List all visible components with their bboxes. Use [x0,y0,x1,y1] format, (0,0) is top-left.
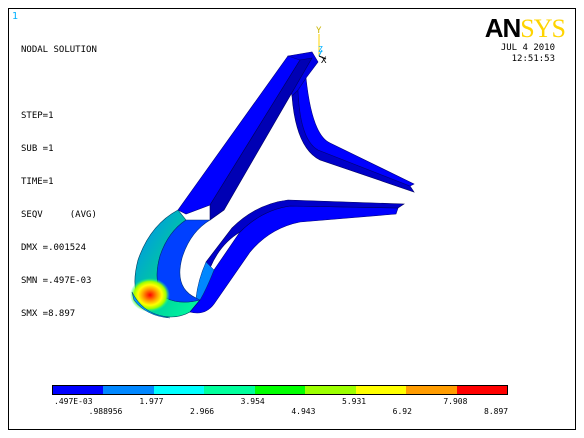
solution-info: NODAL SOLUTION STEP=1 SUB =1 TIME=1 SEQV… [21,23,97,342]
datetime: JUL 4 2010 12:51:53 [501,43,555,65]
info-line: DMX =.001524 [21,243,87,253]
legend-swatch [204,386,255,394]
legend-swatch [254,386,306,394]
legend-swatch [153,386,205,394]
legend-label-top: 5.931 [342,397,367,406]
time-label: 12:51:53 [511,54,555,64]
legend-label-bottom: 6.92 [392,407,412,416]
info-line: TIME=1 [21,177,54,187]
legend-label-top: 3.954 [240,397,265,406]
legend-swatch [355,386,407,394]
legend-label-top: 1.977 [139,397,164,406]
legend-swatch [456,386,507,394]
triad-z-label: Z [318,45,323,54]
logo-an: AN [484,13,522,43]
contour-legend-bar [52,385,508,395]
info-line: SEQV (AVG) [21,210,97,220]
coordinate-triad: Y Z X [316,26,327,66]
info-line: SMX =8.897 [21,309,76,319]
outer-arm [177,55,313,221]
logo-sys: SYS [520,14,566,43]
window-number: 1 [12,11,19,22]
triad-x-label: X [321,56,327,66]
legend-swatch [103,386,154,394]
ansys-logo: ANSYS [484,13,566,44]
legend-label-top: .497E-03 [54,397,93,406]
legend-swatch [406,386,457,394]
inner-arm [189,199,405,314]
legend-label-bottom: .988956 [88,407,123,416]
info-line: STEP=1 [21,111,54,121]
date-label: JUL 4 2010 [500,43,555,53]
legend-label-bottom: 2.966 [190,407,215,416]
info-line: SUB =1 [21,144,54,154]
triad-y-label: Y [316,26,322,36]
legend-label-bottom: 4.943 [291,407,316,416]
info-line: NODAL SOLUTION [21,45,97,55]
bend-region [130,209,212,319]
right-branch [291,77,415,193]
info-line: SMN =.497E-03 [21,276,92,286]
legend-label-top: 7.908 [443,397,468,406]
legend-swatch [53,386,104,394]
legend-label-bottom: 8.897 [484,407,509,416]
legend-swatch [305,386,356,394]
